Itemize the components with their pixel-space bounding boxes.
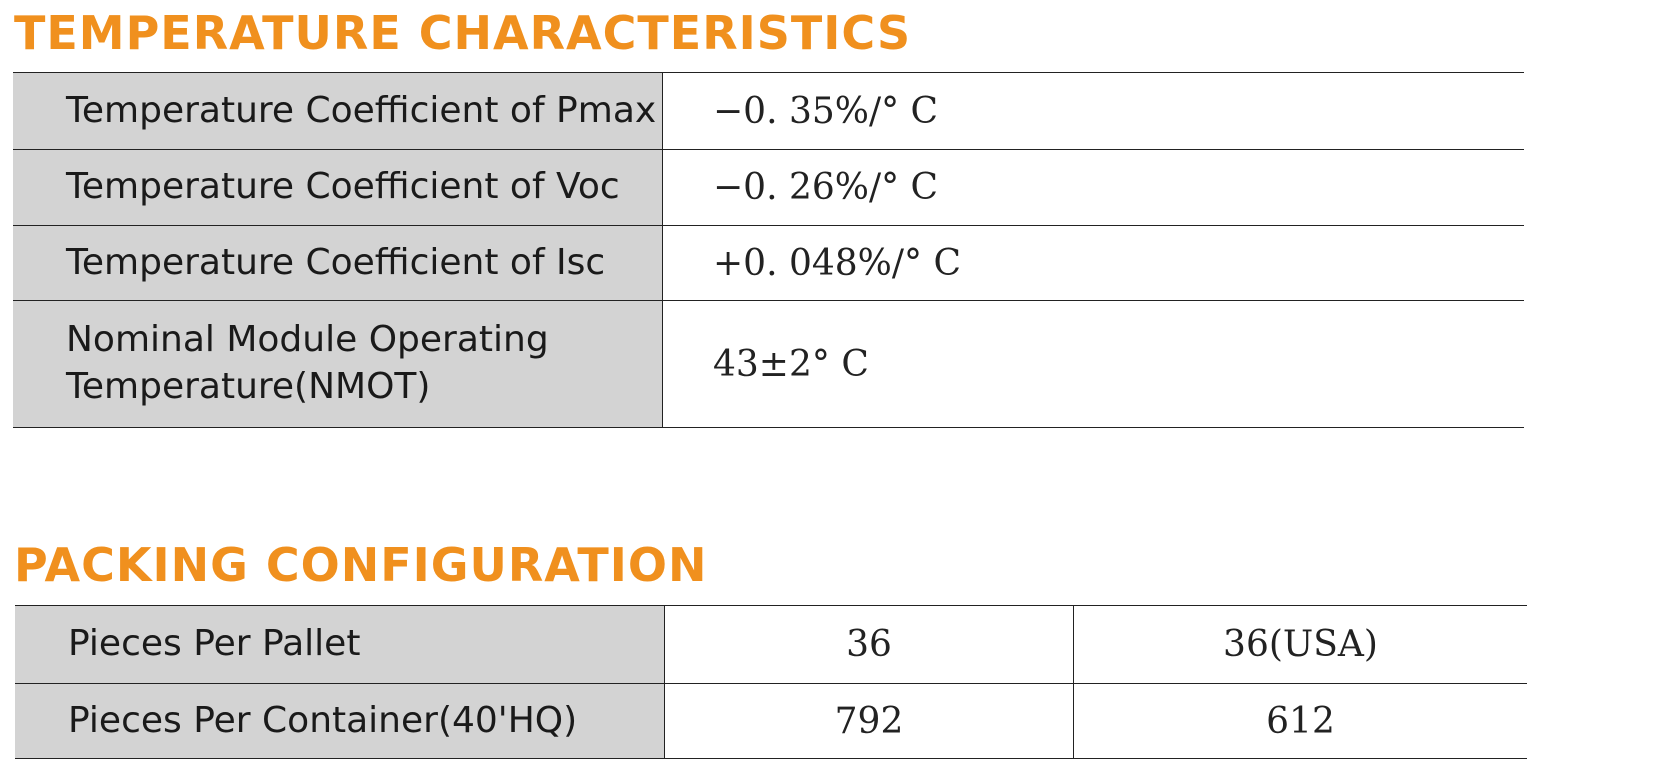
temperature-table: Temperature Coefficient of Pmax −0. 35%/…: [13, 72, 1524, 428]
label: Temperature Coefficient of Pmax: [13, 72, 663, 150]
row: Temperature Coefficient of Pmax −0. 35%/…: [13, 72, 1524, 150]
label: Pieces Per Container(40'HQ): [15, 683, 665, 759]
value: 36(USA): [1073, 605, 1527, 684]
packing-table: Pieces Per Pallet 36 36(USA) Pieces Per …: [15, 605, 1527, 759]
value: −0. 26%/° C: [662, 149, 1524, 226]
section-title: TEMPERATURE CHARACTERISTICS: [14, 6, 912, 60]
section-title: PACKING CONFIGURATION: [14, 538, 708, 592]
label: Pieces Per Pallet: [15, 605, 665, 684]
value: 612: [1073, 683, 1527, 759]
value: 792: [664, 683, 1074, 759]
row: Pieces Per Container(40'HQ) 792 612: [15, 683, 1527, 759]
row: Nominal Module Operating Temperature(NMO…: [13, 300, 1524, 428]
label: Temperature Coefficient of Isc: [13, 225, 663, 301]
row: Temperature Coefficient of Voc −0. 26%/°…: [13, 149, 1524, 226]
row: Pieces Per Pallet 36 36(USA): [15, 605, 1527, 684]
row: Temperature Coefficient of Isc +0. 048%/…: [13, 225, 1524, 301]
label: Nominal Module Operating Temperature(NMO…: [13, 300, 663, 428]
value: 43±2° C: [662, 300, 1524, 428]
value: −0. 35%/° C: [662, 72, 1524, 150]
value: +0. 048%/° C: [662, 225, 1524, 301]
label: Temperature Coefficient of Voc: [13, 149, 663, 226]
value: 36: [664, 605, 1074, 684]
